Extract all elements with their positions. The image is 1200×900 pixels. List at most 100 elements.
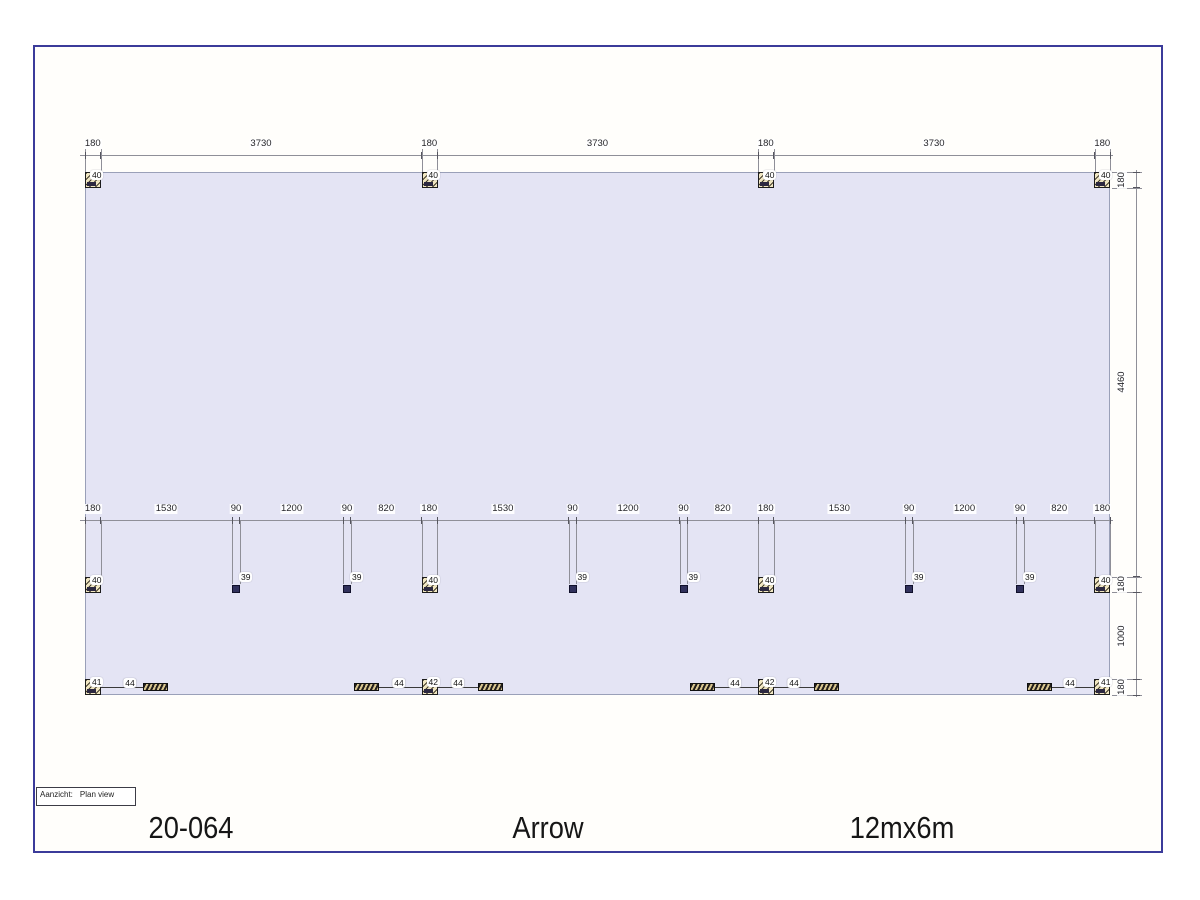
view-label-value: Plan view (79, 790, 115, 799)
extension-line (350, 521, 352, 584)
extension-line (1112, 576, 1142, 578)
dimension-tick (679, 517, 681, 524)
post-label: 41 (90, 677, 104, 687)
extension-line (568, 521, 570, 584)
view-label-prefix: Aanzicht: (40, 790, 73, 799)
dimension-tick (436, 152, 438, 159)
dimension-label: 90 (677, 503, 690, 515)
dimension-tick (239, 517, 241, 524)
post-label: 39 (239, 572, 253, 582)
dimension-label: 180 (1116, 575, 1128, 594)
dimension-tick (342, 517, 344, 524)
dimension-tick (757, 152, 759, 159)
dimension-label: 90 (902, 503, 916, 515)
dimension-tick (1094, 517, 1095, 524)
dimension-label: 90 (229, 503, 243, 515)
dimension-label: 1200 (616, 503, 640, 515)
beam-label: 44 (1063, 678, 1077, 688)
dimension-label: 180 (1093, 503, 1112, 515)
extension-line (85, 521, 86, 584)
dimension-label: 1530 (154, 503, 178, 515)
plan-area (85, 172, 1110, 695)
extension-line (1023, 521, 1025, 584)
dimension-label: 180 (420, 138, 439, 150)
post-label: 40 (763, 574, 777, 585)
dimension-tick (1133, 694, 1140, 696)
project-name: Arrow (512, 810, 584, 845)
dimension-tick (904, 517, 906, 524)
dimension-label: 1530 (491, 503, 515, 515)
post-label: 39 (686, 572, 700, 582)
dimension-tick (568, 517, 570, 524)
post-label: 39 (350, 572, 364, 582)
beam-label: 44 (392, 678, 406, 688)
dimension-label: 1200 (952, 503, 977, 515)
dimension-label: 1000 (1116, 624, 1128, 648)
extension-line (437, 149, 438, 172)
dimension-line (80, 155, 1113, 156)
dimension-label: 820 (1050, 503, 1069, 515)
dimension-label: 180 (83, 503, 102, 515)
post-label: 41 (1099, 677, 1113, 687)
post-label: 40 (1099, 574, 1113, 585)
dimension-tick (100, 152, 101, 159)
dimension-tick (686, 517, 688, 524)
dimension-tick (1133, 678, 1140, 680)
dimension-tick (84, 517, 86, 524)
dimension-label: 180 (756, 503, 775, 515)
beam-bar (690, 683, 715, 691)
dimension-tick (421, 152, 422, 159)
extension-line (437, 521, 438, 584)
post-marker (1094, 172, 1110, 188)
post-label: 40 (90, 574, 104, 585)
extension-line (576, 521, 578, 584)
dimension-label: 180 (83, 138, 102, 150)
dimension-tick (1109, 517, 1111, 524)
post-label: 40 (90, 170, 104, 180)
extension-line (905, 521, 907, 584)
extension-line (239, 521, 241, 584)
dimension-tick (1133, 576, 1140, 577)
extension-line (343, 521, 345, 584)
dimension-tick (84, 152, 86, 159)
dimension-tick (436, 517, 438, 524)
beam-bar (143, 683, 168, 691)
extension-line (1112, 172, 1142, 173)
dimension-tick (1023, 517, 1025, 524)
dimension-tick (757, 517, 759, 524)
post-label: 40 (426, 170, 440, 180)
extension-line (421, 149, 423, 172)
dimension-tick (1133, 591, 1140, 593)
extension-line (1094, 149, 1096, 172)
dimension-tick (100, 517, 101, 524)
dimension-tick (1133, 187, 1140, 189)
extension-line (679, 521, 681, 584)
drawing-number: 20-064 (148, 810, 234, 845)
extension-line (1112, 695, 1142, 696)
beam-bar (1027, 683, 1052, 691)
post-label: 40 (426, 574, 440, 585)
dimension-label: 180 (1116, 170, 1128, 189)
post-marker-small (905, 585, 913, 593)
dimension-line (80, 520, 1113, 521)
extension-line (100, 521, 102, 584)
post-label: 40 (763, 170, 777, 180)
extension-line (773, 149, 775, 172)
beam-bar (814, 683, 839, 691)
dimension-tick (1109, 152, 1111, 159)
beam-bar (478, 683, 503, 691)
dimension-tick (421, 517, 422, 524)
dimension-label: 180 (756, 138, 775, 150)
dimension-label: 4460 (1116, 370, 1128, 394)
extension-line (421, 521, 423, 584)
dimension-tick (773, 152, 774, 159)
post-label: 40 (1099, 170, 1113, 180)
post-marker-small (679, 585, 688, 593)
post-marker-small (1016, 585, 1024, 593)
beam-label: 44 (123, 678, 137, 688)
extension-line (1110, 149, 1111, 172)
dimension-line (1136, 170, 1137, 697)
dimension-label: 3730 (585, 138, 610, 150)
